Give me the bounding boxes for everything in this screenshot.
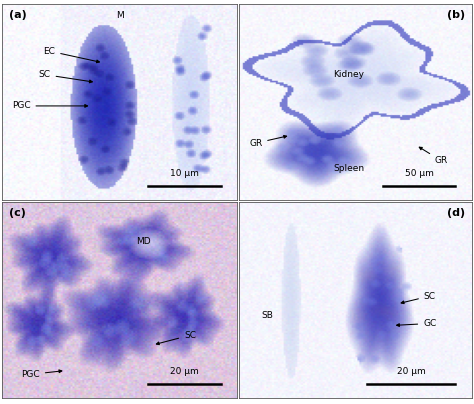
Text: M: M: [116, 11, 124, 20]
Text: GC: GC: [397, 319, 437, 328]
Text: PGC: PGC: [21, 370, 62, 379]
Text: SC: SC: [38, 70, 92, 83]
Text: GR: GR: [249, 135, 287, 147]
Text: (a): (a): [9, 10, 27, 20]
Text: PGC: PGC: [12, 101, 88, 110]
Text: (c): (c): [9, 208, 26, 218]
Text: 20 μm: 20 μm: [397, 367, 426, 377]
Text: 20 μm: 20 μm: [170, 367, 199, 377]
Text: SC: SC: [156, 331, 196, 345]
Text: 10 μm: 10 μm: [170, 169, 199, 179]
Text: GR: GR: [419, 147, 448, 165]
Text: 50 μm: 50 μm: [405, 169, 434, 179]
Text: (d): (d): [447, 208, 465, 218]
Text: MD: MD: [136, 237, 150, 246]
Text: Kidney: Kidney: [333, 70, 364, 79]
Text: EC: EC: [43, 46, 100, 63]
Text: SB: SB: [261, 311, 273, 320]
Text: Spleen: Spleen: [333, 164, 364, 173]
Text: (b): (b): [447, 10, 465, 20]
Text: SC: SC: [401, 292, 436, 304]
